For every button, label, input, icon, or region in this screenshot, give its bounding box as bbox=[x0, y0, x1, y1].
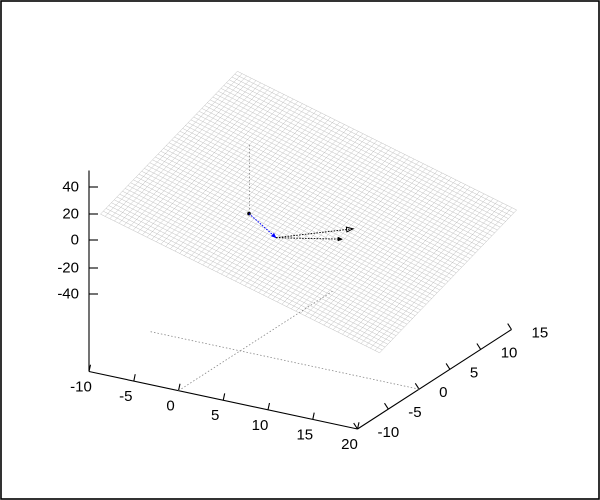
svg-text:-40: -40 bbox=[57, 286, 79, 303]
svg-text:-10: -10 bbox=[378, 424, 400, 441]
svg-text:10: 10 bbox=[252, 417, 269, 434]
svg-text:10: 10 bbox=[501, 344, 518, 361]
svg-text:0: 0 bbox=[71, 232, 79, 249]
svg-text:-20: -20 bbox=[57, 260, 79, 277]
svg-text:40: 40 bbox=[62, 179, 79, 196]
svg-text:15: 15 bbox=[532, 325, 549, 342]
svg-text:0: 0 bbox=[166, 398, 174, 415]
svg-text:0: 0 bbox=[439, 384, 447, 401]
svg-text:-5: -5 bbox=[119, 388, 132, 405]
svg-text:5: 5 bbox=[470, 364, 478, 381]
svg-text:20: 20 bbox=[62, 206, 79, 223]
svg-text:-5: -5 bbox=[408, 404, 421, 421]
svg-text:15: 15 bbox=[296, 426, 313, 443]
svg-text:-10: -10 bbox=[70, 379, 92, 396]
svg-text:20: 20 bbox=[341, 436, 358, 453]
svg-text:5: 5 bbox=[211, 407, 219, 424]
